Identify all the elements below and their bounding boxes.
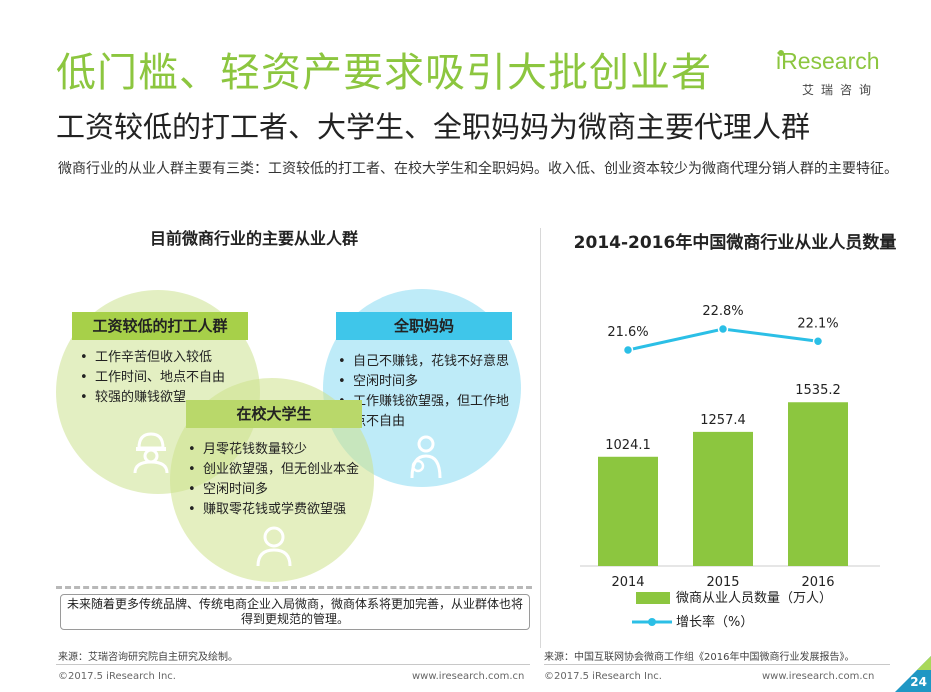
bar-2016 bbox=[788, 402, 848, 566]
student-icon bbox=[256, 526, 292, 567]
url-right: www.iresearch.com.cn bbox=[762, 671, 875, 682]
list-item: 工作时间、地点不自由 bbox=[78, 368, 248, 388]
list-item: 创业欲望强，但无创业本金 bbox=[186, 460, 376, 480]
chart-title: 2014-2016年中国微商行业从业人员数量 bbox=[573, 233, 897, 253]
list-item: 工作赚钱欲望强，但工作地点不自由 bbox=[336, 392, 516, 432]
group-banner-students: 在校大学生 bbox=[186, 400, 362, 428]
note-box: 未来随着更多传统品牌、传统电商企业入局微商，微商体系将更加完善，从业群体也将得到… bbox=[60, 594, 530, 630]
group-list-students: 月零花钱数量较少 创业欲望强，但无创业本金 空闲时间多 赚取零花钱或学费欲望强 bbox=[186, 440, 376, 520]
list-item: 空闲时间多 bbox=[336, 372, 516, 392]
footer-rule-right bbox=[544, 664, 890, 665]
growth-point-2014 bbox=[622, 344, 634, 356]
x-tick-label-2014: 2014 bbox=[611, 575, 644, 590]
x-tick-label-2015: 2015 bbox=[706, 575, 739, 590]
page-subtitle: 工资较低的打工者、大学生、全职妈妈为微商主要代理人群 bbox=[56, 110, 811, 144]
growth-label-2016: 22.1% bbox=[797, 316, 838, 331]
bar-2014 bbox=[598, 456, 658, 566]
growth-point-2016 bbox=[812, 336, 824, 347]
bar-label-2015: 1257.4 bbox=[700, 413, 746, 428]
x-tick-label-2016: 2016 bbox=[801, 575, 834, 590]
brand-logo: iResearch 艾瑞咨询 bbox=[776, 48, 896, 104]
legend-label-bar: 微商从业人员数量（万人） bbox=[676, 591, 832, 606]
bar-label-2016: 1535.2 bbox=[795, 383, 841, 398]
page-corner-decoration bbox=[895, 656, 931, 692]
group-list-mothers: 自己不赚钱，花钱不好意思 空闲时间多 工作赚钱欲望强，但工作地点不自由 bbox=[336, 352, 516, 432]
logo-dot-icon bbox=[778, 50, 784, 56]
source-left: 来源：艾瑞咨询研究院自主研究及绘制。 bbox=[58, 652, 238, 663]
bar-2015 bbox=[693, 431, 753, 566]
list-item: 自己不赚钱，花钱不好意思 bbox=[336, 352, 516, 372]
dashed-divider bbox=[56, 586, 532, 589]
list-item: 赚取零花钱或学费欲望强 bbox=[186, 500, 376, 520]
growth-point-2015 bbox=[717, 323, 729, 335]
copyright-left: ©2017.5 iResearch Inc. bbox=[58, 671, 176, 682]
legend-swatch-bar bbox=[636, 592, 670, 604]
panel-divider bbox=[540, 228, 541, 648]
source-right: 来源：中国互联网协会微商工作组《2016年中国微商行业发展报告》。 bbox=[544, 652, 855, 663]
list-item: 空闲时间多 bbox=[186, 480, 376, 500]
footer-rule-left bbox=[56, 664, 530, 665]
page-title: 低门槛、轻资产要求吸引大批创业者 bbox=[56, 50, 712, 96]
url-left: www.iresearch.com.cn bbox=[412, 671, 525, 682]
legend-swatch-point bbox=[648, 618, 656, 626]
bar-label-2014: 1024.1 bbox=[605, 438, 651, 453]
growth-label-2015: 22.8% bbox=[702, 304, 743, 319]
copyright-right: ©2017.5 iResearch Inc. bbox=[544, 671, 662, 682]
list-item: 较强的赚钱欲望 bbox=[78, 388, 248, 408]
left-panel-title: 目前微商行业的主要从业人群 bbox=[150, 229, 359, 248]
growth-label-2014: 21.6% bbox=[607, 325, 648, 340]
legend-label-line: 增长率（%） bbox=[676, 614, 753, 630]
group-list-workers: 工作辛苦但收入较低 工作时间、地点不自由 较强的赚钱欲望 bbox=[78, 348, 248, 408]
intro-text: 微商行业的从业人群主要有三类：工资较低的打工者、在校大学生和全职妈妈。收入低、创… bbox=[58, 161, 898, 177]
growth-chart: 1024.1 2014 1257.4 2015 1535.2 2016 21.6% 22.8%… bbox=[580, 304, 880, 630]
page-number: 24 bbox=[910, 675, 927, 689]
list-item: 月零花钱数量较少 bbox=[186, 440, 376, 460]
group-banner-mothers: 全职妈妈 bbox=[336, 312, 512, 340]
list-item: 工作辛苦但收入较低 bbox=[78, 348, 248, 368]
worker-icon bbox=[133, 432, 169, 474]
brand-logo-cn: 艾瑞咨询 bbox=[802, 83, 879, 97]
brand-logo-text: iResearch bbox=[776, 48, 880, 74]
mother-baby-icon bbox=[410, 435, 442, 479]
group-banner-workers: 工资较低的打工人群 bbox=[72, 312, 248, 340]
